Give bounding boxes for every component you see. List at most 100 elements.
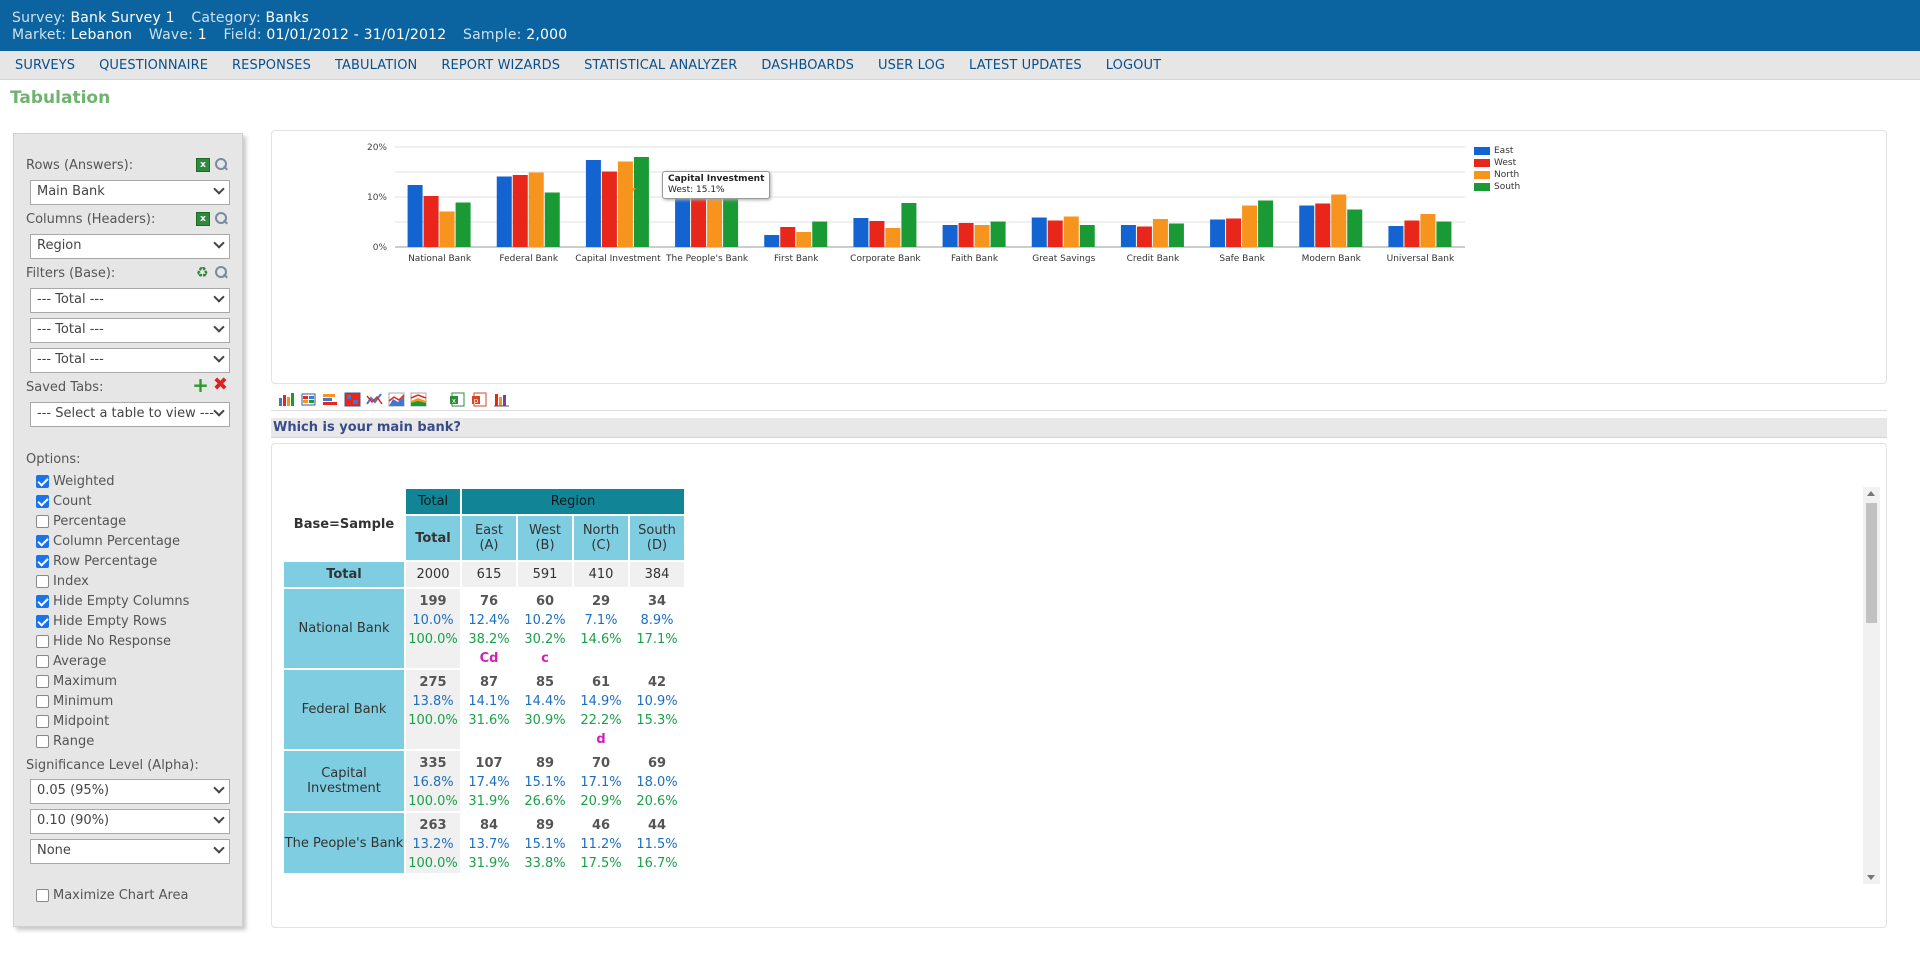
filter-select-2[interactable]: --- Total --- [30, 318, 230, 343]
option-checkbox[interactable] [36, 495, 49, 508]
option-row-percentage[interactable]: Row Percentage [36, 554, 157, 569]
option-maximum[interactable]: Maximum [36, 674, 117, 689]
cell-significance: c [541, 651, 549, 666]
option-checkbox[interactable] [36, 535, 49, 548]
cell-row: 14.6% [580, 632, 622, 647]
category-label: Category: [191, 10, 261, 26]
legend-swatch [1474, 147, 1490, 155]
significance-select-3[interactable]: None [30, 839, 230, 864]
chart-panel: 0% 10% 20% National Bank Federal Bank Capital… [271, 130, 1887, 384]
option-count[interactable]: Count [36, 494, 92, 509]
option-checkbox[interactable] [36, 555, 49, 568]
nav-dashboards[interactable]: DASHBOARDS [761, 57, 854, 73]
option-percentage[interactable]: Percentage [36, 514, 126, 529]
rows-excel-icon[interactable]: x [196, 158, 210, 172]
legend-item[interactable]: West [1474, 158, 1516, 168]
saved-tabs-select[interactable]: --- Select a table to view --- [30, 402, 230, 427]
option-midpoint[interactable]: Midpoint [36, 714, 109, 729]
line-chart-icon[interactable] [366, 392, 383, 407]
option-checkbox[interactable] [36, 615, 49, 628]
nav-questionnaire[interactable]: QUESTIONNAIRE [99, 57, 209, 73]
add-icon[interactable]: + [192, 373, 209, 397]
option-checkbox[interactable] [36, 575, 49, 588]
cell-count: 76 [479, 594, 499, 609]
crosstab-scroll-area[interactable]: Base=Sample Total Region Total East (A) W… [282, 487, 1867, 884]
legend-label: South [1494, 182, 1521, 192]
chart-settings-icon[interactable] [493, 392, 510, 407]
nav-latest-updates[interactable]: LATEST UPDATES [969, 57, 1082, 73]
cell-row: 20.9% [580, 794, 622, 809]
option-checkbox[interactable] [36, 635, 49, 648]
option-checkbox[interactable] [36, 595, 49, 608]
stacked-area-icon[interactable] [410, 392, 427, 407]
bar [707, 191, 723, 247]
area-chart-icon[interactable] [388, 392, 405, 407]
filter-select-1[interactable]: --- Total --- [30, 288, 230, 313]
columns-search-icon[interactable] [214, 212, 228, 226]
bar [617, 161, 633, 247]
columns-select[interactable]: Region [30, 234, 230, 259]
option-hide-empty-columns[interactable]: Hide Empty Columns [36, 594, 189, 609]
option-checkbox[interactable] [36, 655, 49, 668]
option-label: Percentage [53, 514, 127, 529]
filter-select-3[interactable]: --- Total --- [30, 348, 230, 373]
recycle-icon[interactable]: ♻ [196, 265, 209, 281]
option-index[interactable]: Index [36, 574, 89, 589]
nav-surveys[interactable]: SURVEYS [15, 57, 76, 73]
row-label: Federal Bank [284, 670, 404, 749]
option-hide-empty-rows[interactable]: Hide Empty Rows [36, 614, 167, 629]
rows-select[interactable]: Main Bank [30, 180, 230, 205]
maximize-checkbox[interactable] [36, 889, 49, 902]
significance-select-2[interactable]: 0.10 (90%) [30, 809, 230, 834]
option-minimum[interactable]: Minimum [36, 694, 113, 709]
delete-icon[interactable]: ✖ [212, 374, 228, 395]
option-average[interactable]: Average [36, 654, 106, 669]
option-checkbox[interactable] [36, 695, 49, 708]
option-maximize-chart[interactable]: Maximize Chart Area [36, 888, 189, 903]
cell-col: 16.8% [412, 775, 454, 790]
stacked-bar-icon[interactable] [300, 392, 317, 407]
option-checkbox[interactable] [36, 715, 49, 728]
table-scrollbar[interactable] [1863, 487, 1880, 884]
nav-report-wizards[interactable]: REPORT WIZARDS [441, 57, 561, 73]
option-column-percentage[interactable]: Column Percentage [36, 534, 180, 549]
total-cell: 2000 [406, 562, 460, 587]
horizontal-bar-icon[interactable] [322, 392, 339, 407]
cell-row: 30.9% [524, 713, 566, 728]
nav-responses[interactable]: RESPONSES [232, 57, 311, 73]
scroll-thumb[interactable] [1866, 503, 1877, 623]
column-header-west: West (B) [518, 516, 572, 560]
nav-tabulation[interactable]: TABULATION [334, 57, 418, 73]
option-range[interactable]: Range [36, 734, 94, 749]
legend-item[interactable]: South [1474, 182, 1520, 192]
rows-search-icon[interactable] [214, 158, 228, 172]
filters-search-icon[interactable] [214, 266, 228, 280]
option-checkbox[interactable] [36, 735, 49, 748]
option-checkbox[interactable] [36, 515, 49, 528]
cell-significance: d [596, 732, 606, 747]
nav-user-log[interactable]: USER LOG [878, 57, 946, 73]
bar-chart-icon[interactable] [278, 392, 295, 407]
significance-select-1[interactable]: 0.05 (95%) [30, 779, 230, 804]
legend-item[interactable]: East [1474, 146, 1513, 156]
option-checkbox[interactable] [36, 475, 49, 488]
option-checkbox[interactable] [36, 675, 49, 688]
export-powerpoint-icon[interactable]: p [471, 392, 488, 407]
bar [723, 189, 739, 247]
grid-chart-icon[interactable] [344, 392, 361, 407]
table-total-row: Total 2000 615 591 410 384 [284, 562, 684, 587]
legend-item[interactable]: North [1474, 170, 1519, 180]
columns-excel-icon[interactable]: x [196, 212, 210, 226]
data-cell: 69 18.0% 20.6% [630, 751, 684, 811]
cell-col: 13.7% [468, 837, 510, 852]
table-row: National Bank 199 10.0% 100.0% 76 12.4% 38.2% C… [284, 589, 684, 668]
scroll-up-icon[interactable] [1867, 491, 1875, 496]
scroll-down-icon[interactable] [1867, 875, 1875, 880]
option-hide-no-response[interactable]: Hide No Response [36, 634, 171, 649]
export-excel-icon[interactable]: x [449, 392, 466, 407]
nav-statistical-analyzer[interactable]: STATISTICAL ANALYZER [584, 57, 738, 73]
nav-logout[interactable]: LOGOUT [1105, 57, 1162, 73]
tabulation-sidebar: Rows (Answers): x Main Bank Columns (Hea… [13, 133, 243, 927]
cell-row: 16.7% [636, 856, 678, 871]
option-weighted[interactable]: Weighted [36, 474, 115, 489]
